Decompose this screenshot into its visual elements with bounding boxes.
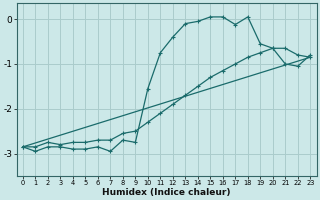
X-axis label: Humidex (Indice chaleur): Humidex (Indice chaleur) — [102, 188, 231, 197]
